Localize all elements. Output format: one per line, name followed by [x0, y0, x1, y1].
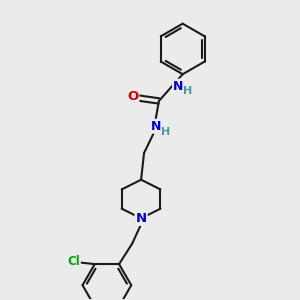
Text: H: H — [183, 86, 192, 96]
Text: Cl: Cl — [67, 255, 80, 268]
Text: O: O — [127, 90, 138, 103]
Text: N: N — [151, 120, 161, 133]
Text: N: N — [173, 80, 183, 93]
Text: N: N — [136, 212, 147, 225]
Text: H: H — [161, 127, 170, 136]
